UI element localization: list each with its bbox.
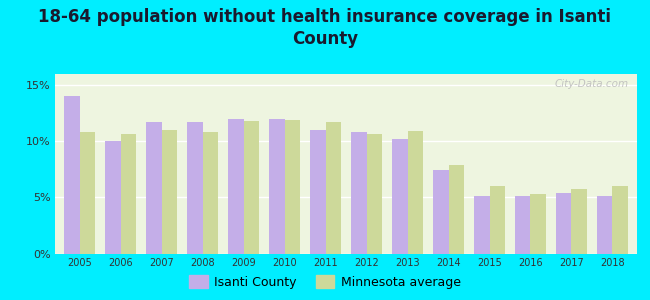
Bar bbox=[597, 196, 612, 254]
Bar bbox=[408, 131, 423, 254]
Bar bbox=[433, 170, 448, 254]
Bar bbox=[326, 122, 341, 254]
Bar bbox=[121, 134, 136, 254]
Bar bbox=[285, 120, 300, 254]
Bar bbox=[310, 130, 326, 254]
Bar bbox=[187, 122, 203, 254]
Bar bbox=[203, 132, 218, 254]
Bar bbox=[448, 165, 464, 254]
Bar bbox=[515, 196, 530, 254]
Text: 18-64 population without health insurance coverage in Isanti
County: 18-64 population without health insuranc… bbox=[38, 8, 612, 48]
Legend: Isanti County, Minnesota average: Isanti County, Minnesota average bbox=[185, 270, 465, 294]
Bar bbox=[474, 196, 489, 254]
Bar bbox=[367, 134, 382, 254]
Bar bbox=[146, 122, 162, 254]
Bar bbox=[489, 186, 505, 254]
Bar bbox=[392, 139, 408, 254]
Bar bbox=[162, 130, 177, 254]
Bar bbox=[105, 141, 121, 254]
Bar bbox=[571, 189, 587, 254]
Bar bbox=[64, 96, 80, 253]
Bar bbox=[269, 118, 285, 254]
Bar bbox=[244, 121, 259, 254]
Bar bbox=[530, 194, 546, 254]
Bar bbox=[351, 132, 367, 254]
Bar bbox=[80, 132, 96, 254]
Bar bbox=[612, 186, 628, 254]
Bar bbox=[228, 118, 244, 254]
Bar bbox=[556, 193, 571, 253]
Text: City-Data.com: City-Data.com bbox=[554, 79, 629, 89]
